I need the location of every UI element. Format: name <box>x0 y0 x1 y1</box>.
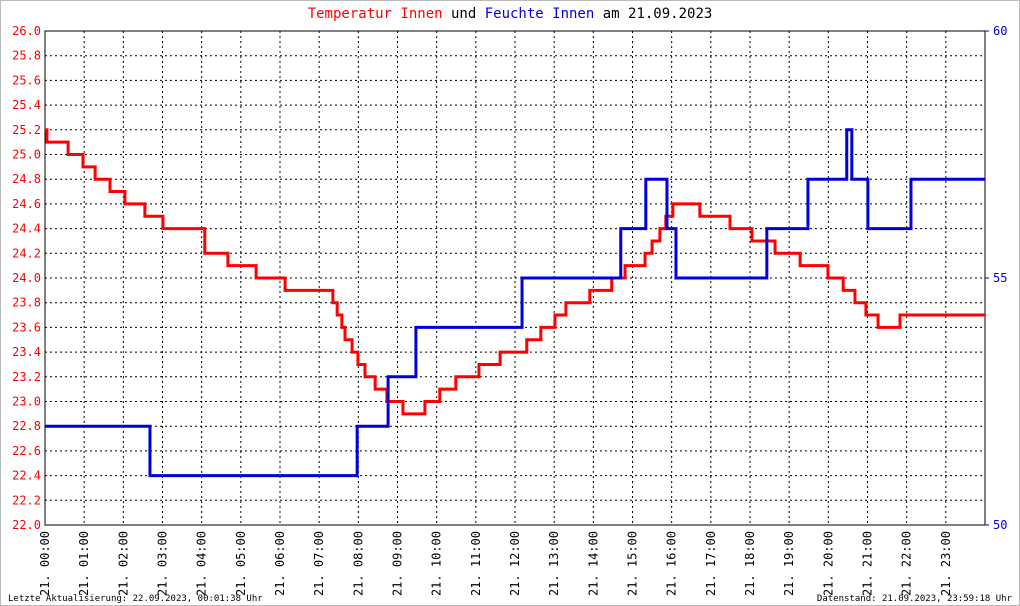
x-tick-label: 21. 11:00 <box>469 531 483 596</box>
y-tick-label: 24.8 <box>12 172 41 186</box>
title-date: am 21.09.2023 <box>603 6 713 22</box>
y-tick-label: 22.6 <box>12 444 41 458</box>
x-tick-label: 21. 19:00 <box>782 531 796 596</box>
x-tick-label: 21. 18:00 <box>743 531 757 596</box>
y-tick-label: 25.0 <box>12 148 41 162</box>
x-tick-label: 21. 07:00 <box>312 531 326 596</box>
x-tick-label: 21. 05:00 <box>234 531 248 596</box>
y-tick-label: 24.6 <box>12 197 41 211</box>
y-tick-label: 25.2 <box>12 123 41 137</box>
x-tick-label: 21. 09:00 <box>391 531 405 596</box>
y-tick-label: 23.4 <box>12 345 41 359</box>
x-tick-label: 21. 20:00 <box>821 531 835 596</box>
x-tick-label: 21. 14:00 <box>586 531 600 596</box>
y-tick-label: 22.2 <box>12 493 41 507</box>
chart-title: Temperatur Innen und Feuchte Innen am 21… <box>308 6 713 22</box>
x-tick-label: 21. 21:00 <box>861 531 875 596</box>
y-tick-label: 26.0 <box>12 24 41 38</box>
y-tick-label: 22.8 <box>12 419 41 433</box>
x-tick-label: 21. 06:00 <box>273 531 287 596</box>
y-tick-label: 24.2 <box>12 246 41 260</box>
data-line <box>45 128 985 478</box>
y2-tick-label: 55 <box>993 271 1007 285</box>
title-series-1: Temperatur Innen <box>308 6 443 22</box>
x-tick-label: 21. 22:00 <box>900 531 914 596</box>
x-tick-label: 21. 13:00 <box>547 531 561 596</box>
y-tick-label: 25.8 <box>12 49 41 63</box>
y-tick-label: 25.6 <box>12 73 41 87</box>
x-tick-label: 21. 12:00 <box>508 531 522 596</box>
title-connector: und <box>451 6 476 22</box>
x-tick-label: 21. 00:00 <box>38 531 52 596</box>
y-tick-label: 25.4 <box>12 98 41 112</box>
footer-left: Letzte Aktualisierung: 22.09.2023, 00:01… <box>8 594 263 604</box>
footer-right: Datenstand: 21.09.2023, 23:59:18 Uhr <box>817 594 1013 604</box>
y-tick-label: 22.0 <box>12 518 41 532</box>
y-tick-label: 23.6 <box>12 320 41 334</box>
title-series-2: Feuchte Innen <box>485 6 595 22</box>
y-tick-label: 23.2 <box>12 370 41 384</box>
y2-tick-label: 50 <box>993 518 1007 532</box>
y-tick-label: 23.8 <box>12 296 41 310</box>
x-tick-label: 21. 10:00 <box>430 531 444 596</box>
x-tick-label: 21. 04:00 <box>195 531 209 596</box>
y-tick-label: 24.0 <box>12 271 41 285</box>
y2-tick-label: 60 <box>993 24 1007 38</box>
x-tick-label: 21. 17:00 <box>704 531 718 596</box>
y-tick-label: 23.0 <box>12 395 41 409</box>
x-tick-label: 21. 23:00 <box>939 531 953 596</box>
x-tick-label: 21. 01:00 <box>77 531 91 596</box>
y-tick-label: 22.4 <box>12 469 41 483</box>
x-tick-label: 21. 15:00 <box>626 531 640 596</box>
x-tick-label: 21. 02:00 <box>116 531 130 596</box>
y-tick-label: 24.4 <box>12 222 41 236</box>
x-tick-label: 21. 03:00 <box>156 531 170 596</box>
data-line <box>45 128 985 416</box>
x-tick-label: 21. 08:00 <box>351 531 365 596</box>
plot-frame <box>44 30 986 526</box>
x-tick-label: 21. 16:00 <box>665 531 679 596</box>
